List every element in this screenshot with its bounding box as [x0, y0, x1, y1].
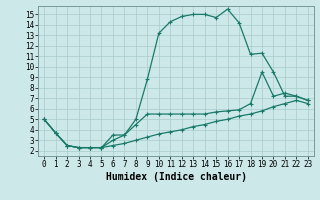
X-axis label: Humidex (Indice chaleur): Humidex (Indice chaleur)	[106, 172, 246, 182]
